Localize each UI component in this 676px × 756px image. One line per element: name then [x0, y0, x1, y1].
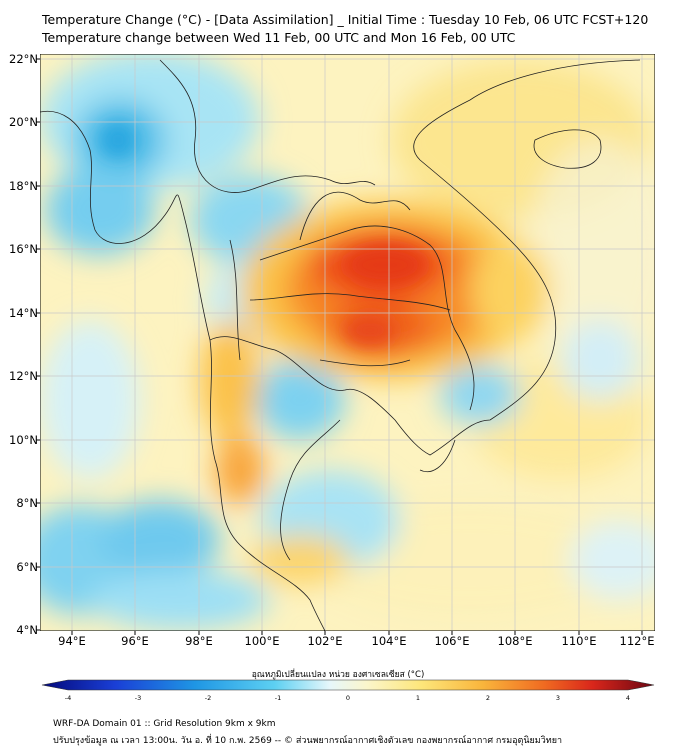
colorbar-tick: 0: [345, 694, 351, 702]
title-line-1: Temperature Change (°C) - [Data Assimila…: [42, 12, 649, 27]
lon-label: 96°E: [121, 634, 149, 648]
colorbar-tick: 4: [625, 694, 631, 702]
lat-label: 12°N: [9, 369, 38, 383]
lon-label: 94°E: [58, 634, 86, 648]
graticule: [40, 54, 655, 631]
colorbar-tick: 2: [485, 694, 491, 702]
colorbar-tick: -4: [64, 694, 72, 702]
lon-label: 100°E: [244, 634, 280, 648]
lon-label: 98°E: [185, 634, 213, 648]
lat-label: 20°N: [9, 115, 38, 129]
colorbar-tick: -3: [134, 694, 142, 702]
lat-label: 18°N: [9, 179, 38, 193]
colorbar-tick: 3: [555, 694, 561, 702]
lon-label: 104°E: [371, 634, 407, 648]
lon-label: 106°E: [434, 634, 470, 648]
lon-label: 112°E: [619, 634, 655, 648]
lon-label: 102°E: [307, 634, 343, 648]
lat-label: 4°N: [16, 623, 38, 637]
field-layer: [40, 54, 655, 631]
colorbar-tick: 1: [415, 694, 421, 702]
lat-label: 8°N: [16, 496, 38, 510]
footer-line-1: WRF-DA Domain 01 :: Grid Resolution 9km …: [53, 719, 276, 729]
axis-ticks: [36, 58, 643, 635]
lon-label: 108°E: [497, 634, 533, 648]
lon-label: 110°E: [561, 634, 597, 648]
lat-label: 22°N: [9, 52, 38, 66]
title-line-2: Temperature change between Wed 11 Feb, 0…: [42, 30, 516, 45]
lat-label: 10°N: [9, 433, 38, 447]
colorbar-tick: -1: [274, 694, 282, 702]
footer-line-2: ปรับปรุงข้อมูล ณ เวลา 13:00น. วัน อ. ที่…: [53, 736, 563, 746]
colorbar-tick: -2: [204, 694, 212, 702]
coastlines: [40, 59, 641, 631]
colorbar-title: อุณหภูมิเปลี่ยนแปลง หน่วย องศาเซลเซียส (…: [251, 670, 425, 680]
lat-label: 14°N: [9, 306, 38, 320]
temperature-change-map: [36, 54, 655, 635]
lat-label: 16°N: [9, 242, 38, 256]
lat-label: 6°N: [16, 560, 38, 574]
